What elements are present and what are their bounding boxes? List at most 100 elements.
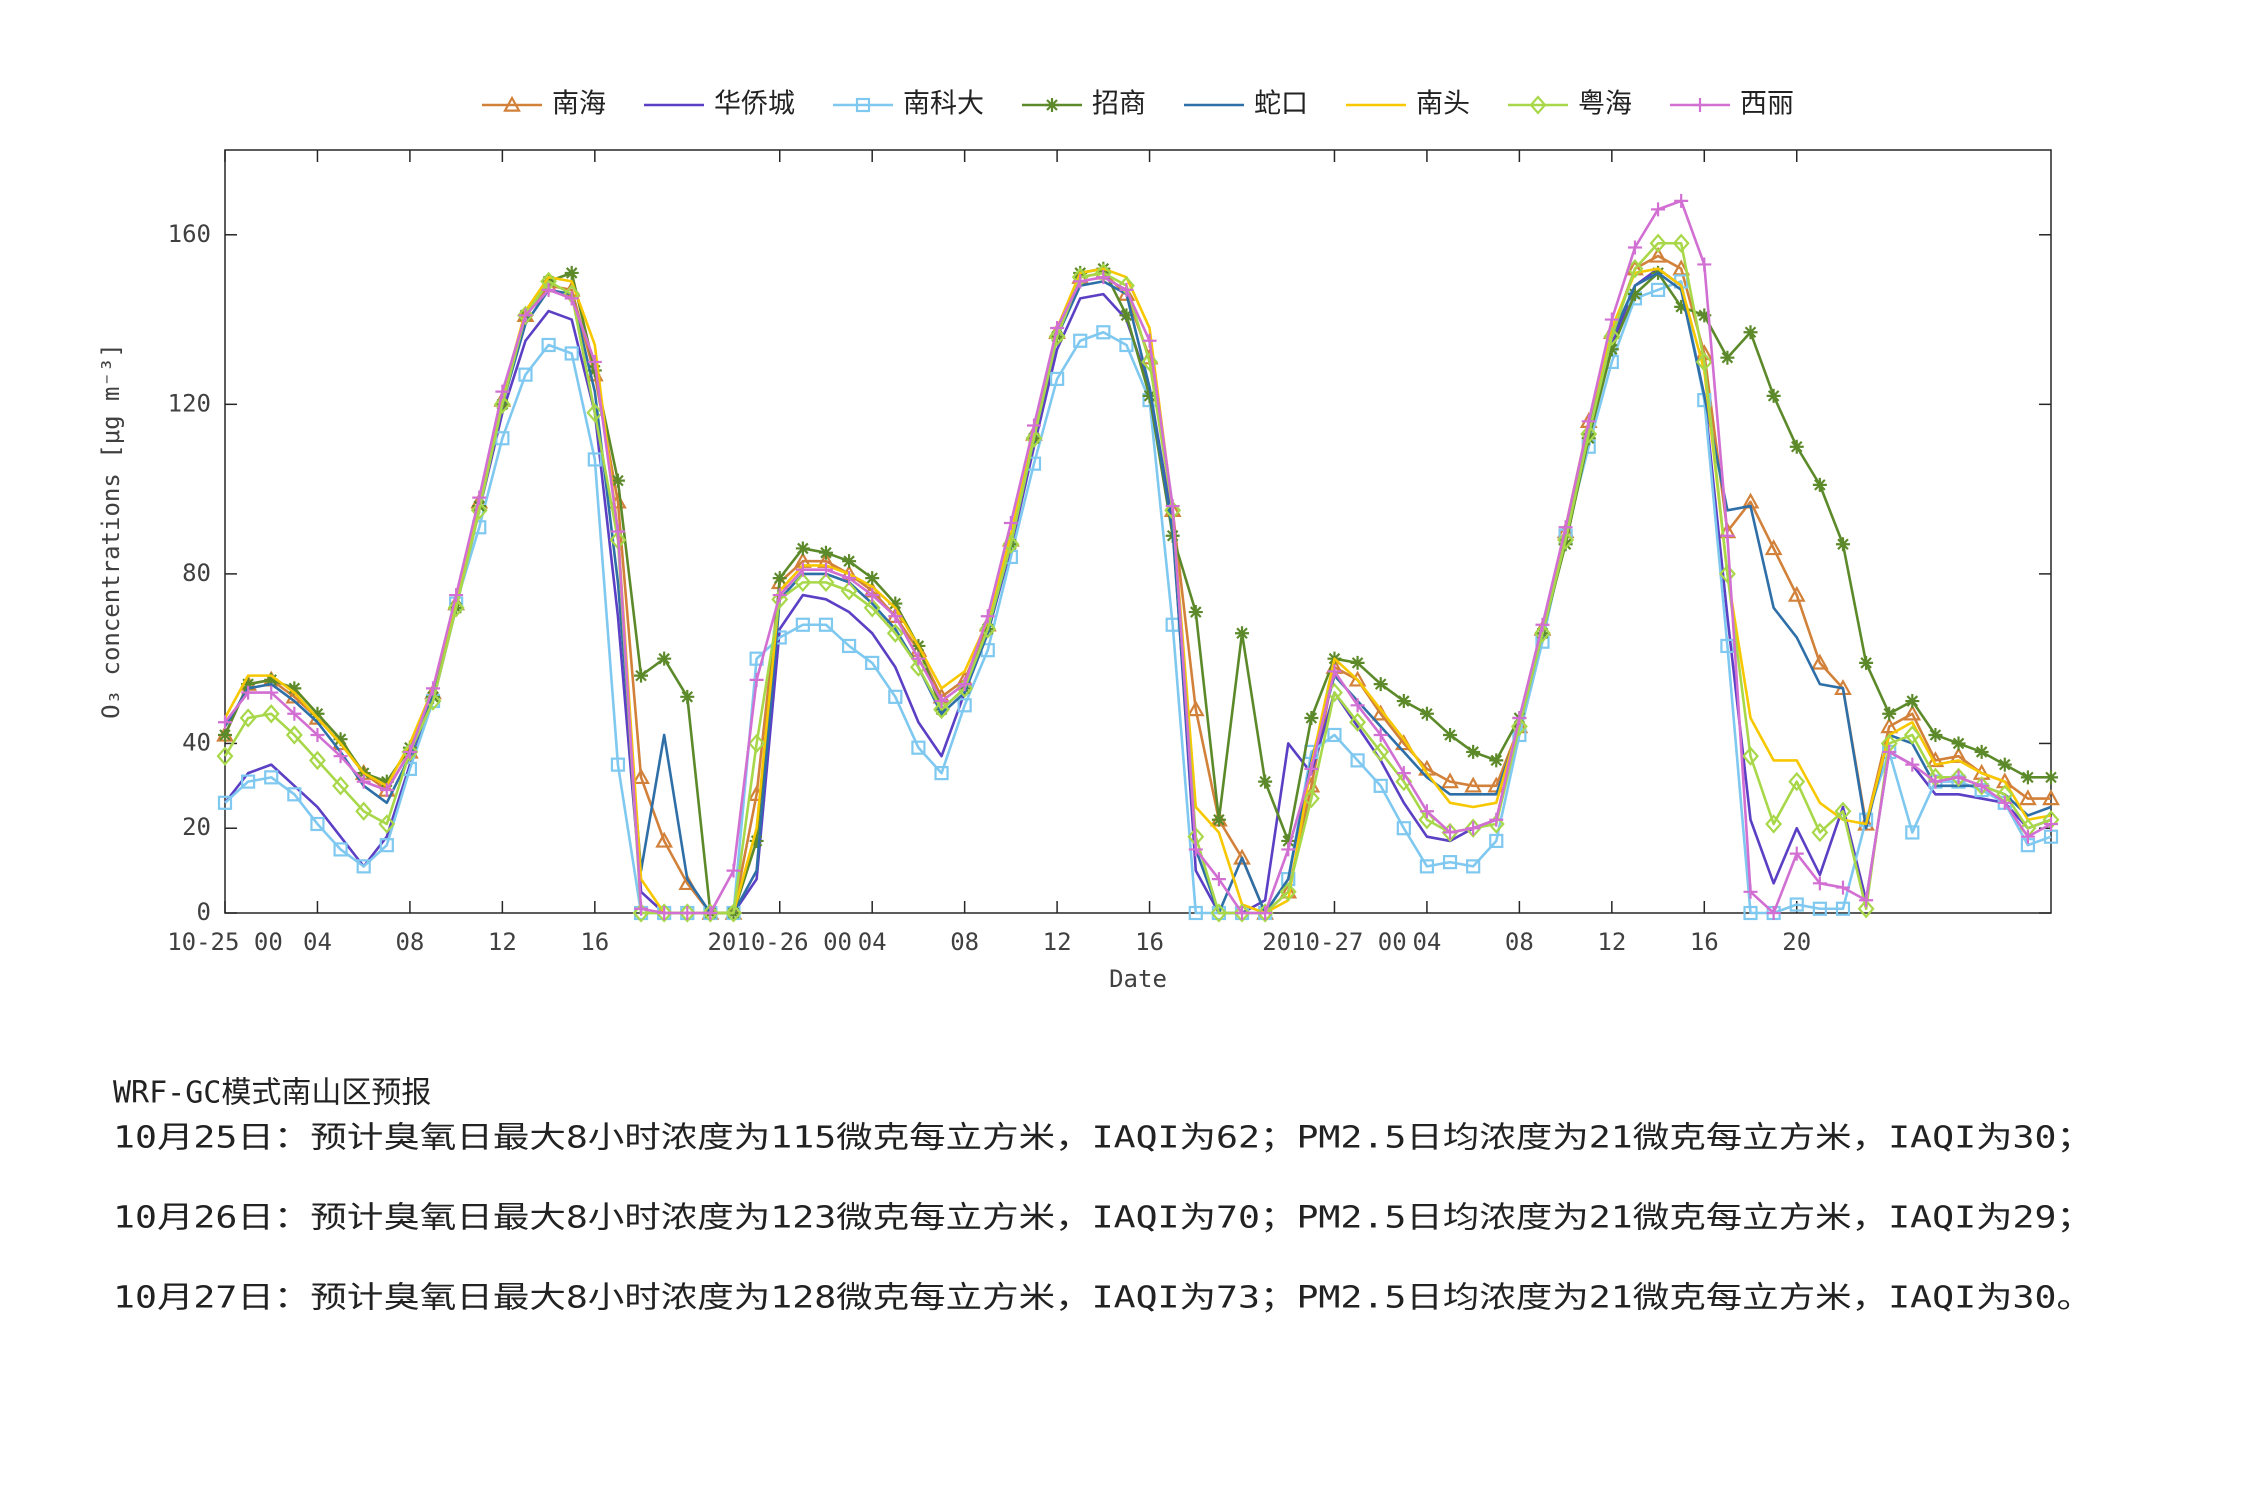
marker [1857, 899, 1875, 919]
marker [610, 473, 625, 488]
marker [310, 706, 325, 721]
marker [1373, 778, 1388, 793]
marker [472, 490, 487, 505]
marker [1811, 822, 1829, 843]
marker [657, 906, 672, 920]
marker [1279, 882, 1297, 902]
y-tick-label: 0 [197, 898, 211, 926]
x-tick-label: 08 [950, 928, 979, 956]
marker [655, 831, 674, 848]
marker [1510, 716, 1528, 737]
marker [795, 562, 810, 577]
marker [1256, 903, 1274, 923]
marker [1348, 670, 1367, 687]
marker [216, 746, 234, 766]
legend-item: 蛇口 [1184, 89, 1308, 120]
marker [217, 795, 233, 810]
marker [957, 698, 972, 713]
marker [1349, 712, 1367, 732]
marker [379, 774, 394, 789]
forecast-title: WRF-GC模式南山区预报 [113, 1076, 431, 1111]
marker [842, 554, 857, 569]
marker [241, 685, 256, 700]
marker [1141, 352, 1159, 372]
marker [888, 689, 903, 704]
marker [1258, 774, 1273, 789]
x-tick-label: 12 [1043, 928, 1072, 956]
marker [1372, 742, 1390, 762]
marker [2020, 829, 2035, 844]
marker [2019, 789, 2037, 806]
marker [726, 863, 741, 878]
marker [518, 308, 533, 323]
legend-label: 粤海 [1578, 89, 1632, 120]
marker [1672, 233, 1690, 253]
marker [1535, 617, 1550, 632]
marker [1235, 626, 1250, 641]
marker [1693, 98, 1707, 112]
marker [795, 617, 810, 632]
marker [749, 833, 764, 848]
marker [1466, 821, 1481, 836]
marker [1188, 842, 1203, 857]
marker [1743, 905, 1758, 921]
legend-item: 南科大 [833, 89, 984, 120]
x-tick-label: 16 [1690, 928, 1719, 956]
marker [934, 766, 949, 781]
marker [1882, 744, 1897, 759]
marker [1048, 326, 1066, 347]
marker [841, 638, 857, 654]
marker [701, 903, 719, 923]
marker [447, 598, 465, 618]
legend-item: 招商 [1022, 89, 1146, 120]
marker [564, 265, 579, 280]
marker [1350, 753, 1365, 768]
y-tick-label: 80 [182, 559, 211, 587]
marker [332, 776, 350, 796]
marker [1489, 812, 1504, 827]
marker [1489, 833, 1504, 849]
marker [680, 689, 695, 704]
marker [1050, 321, 1065, 336]
marker [1649, 233, 1667, 253]
marker [1789, 897, 1804, 912]
marker [1281, 842, 1296, 857]
marker [1788, 771, 1806, 792]
marker [1188, 605, 1203, 620]
legend-label: 南头 [1416, 89, 1470, 120]
marker [1789, 846, 1804, 861]
marker [1835, 537, 1850, 552]
x-tick-label: 2010-27 00 [1262, 928, 1407, 956]
marker [655, 903, 673, 923]
marker [379, 783, 394, 798]
marker [632, 768, 650, 785]
marker [1812, 901, 1827, 916]
marker [218, 715, 232, 730]
marker [865, 655, 880, 671]
marker [1903, 704, 1922, 721]
x-tick-label: 04 [303, 928, 332, 956]
marker [1119, 308, 1134, 323]
marker [888, 609, 903, 624]
marker [1281, 833, 1296, 848]
marker [449, 588, 464, 603]
marker [1766, 388, 1781, 403]
marker [1674, 193, 1689, 208]
marker [1373, 727, 1388, 742]
marker [1581, 414, 1596, 429]
plot-frame [224, 149, 2052, 914]
marker [1743, 325, 1758, 340]
marker [1903, 725, 1921, 745]
y-axis-label: O₃ concentrations [μg m⁻³] [97, 343, 125, 719]
marker [356, 774, 371, 789]
marker [956, 678, 974, 699]
marker [517, 305, 534, 325]
marker [1720, 528, 1735, 543]
marker [610, 757, 626, 772]
forecast-line: 10月25日：预计臭氧日最大8小时浓度为115微克每立方米，IAQI为62；PM… [113, 1121, 2093, 1156]
marker [1073, 333, 1088, 348]
marker [1835, 901, 1851, 916]
marker [218, 727, 232, 742]
marker [1950, 767, 1968, 788]
marker [287, 706, 302, 721]
